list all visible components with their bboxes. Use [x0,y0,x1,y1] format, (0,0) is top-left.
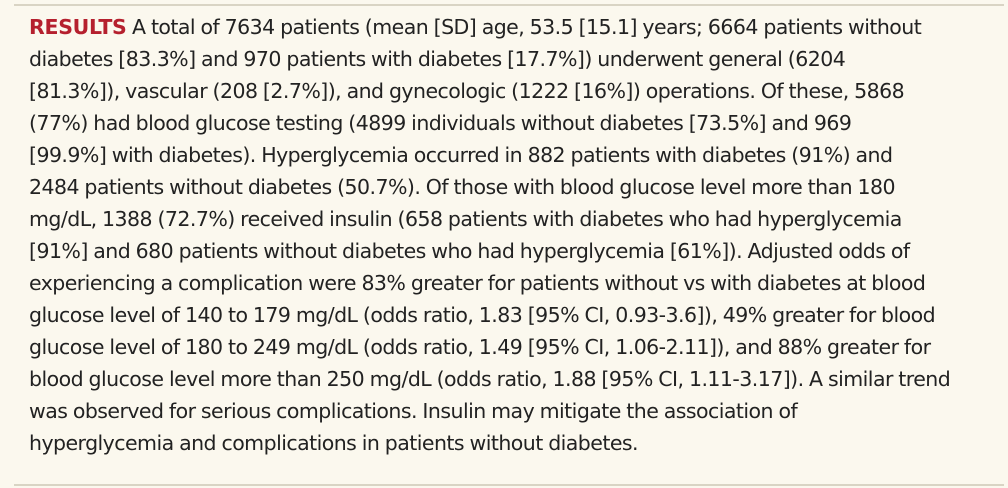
text-line: glucose level of 140 to 179 mg/dL (odds … [29,303,936,327]
text-line: 2484 patients without diabetes (50.7%). … [29,175,896,199]
text-line: experiencing a complication were 83% gre… [29,271,926,295]
text-line: diabetes [83.3%] and 970 patients with d… [29,47,846,71]
text-line: mg/dL, 1388 (72.7%) received insulin (65… [29,207,902,231]
results-paragraph: RESULTS A total of 7634 patients (mean [… [29,11,989,459]
top-divider [14,4,1004,6]
bottom-divider [14,484,1004,486]
text-line: (77%) had blood glucose testing (4899 in… [29,111,852,135]
text-line: was observed for serious complications. … [29,399,798,423]
text-line: RESULTS A total of 7634 patients (mean [… [29,11,989,43]
text-line: [99.9%] with diabetes). Hyperglycemia oc… [29,143,893,167]
text-line: [91%] and 680 patients without diabetes … [29,239,910,263]
section-heading: RESULTS [29,15,127,39]
text-line-content: A total of 7634 patients (mean [SD] age,… [126,15,922,39]
text-line: hyperglycemia and complications in patie… [29,431,639,455]
text-line: [81.3%]), vascular (208 [2.7%]), and gyn… [29,79,905,103]
text-line: glucose level of 180 to 249 mg/dL (odds … [29,335,931,359]
text-line: blood glucose level more than 250 mg/dL … [29,367,951,391]
